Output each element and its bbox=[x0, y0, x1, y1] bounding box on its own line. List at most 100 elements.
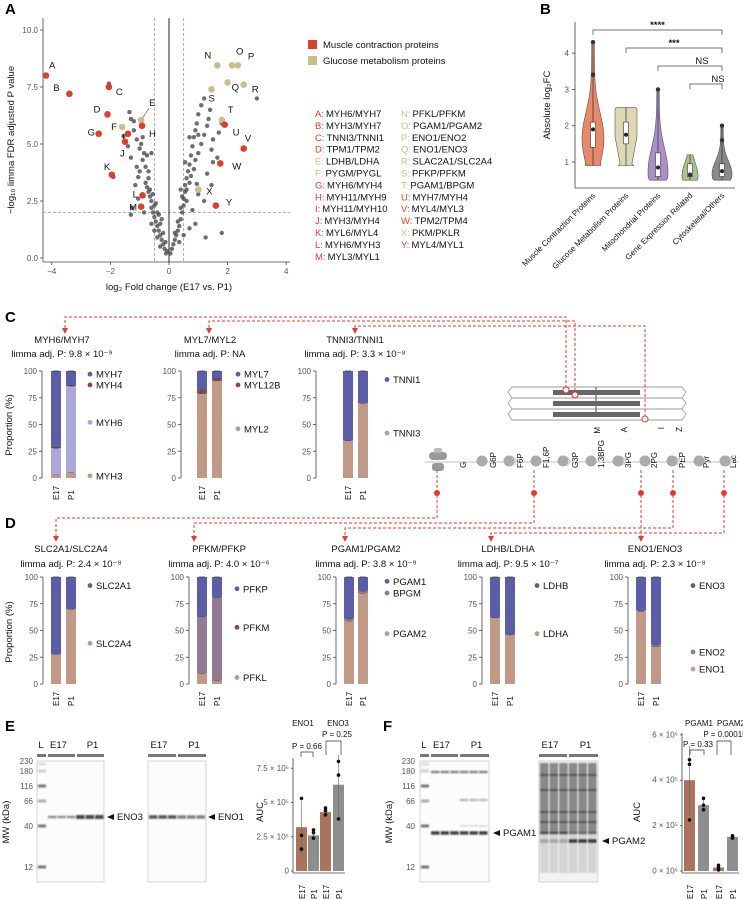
glycolysis-pathway: G G6P F6P F1,6P G3P 1,3BPG 3PG 2PG PEP Pyr Lac bbox=[425, 440, 738, 471]
mw-marker-label: 180 bbox=[20, 767, 34, 776]
auc-bar-eno3-e17 bbox=[320, 812, 331, 871]
lane-bar bbox=[48, 754, 75, 757]
protein-point bbox=[172, 230, 178, 236]
chart-title: SLC2A1/SLC2A4 bbox=[34, 544, 107, 555]
bar-segment-slc2a1 bbox=[51, 577, 61, 655]
gene-key-pair: MYL6/MYL4 bbox=[326, 228, 378, 239]
protein-band bbox=[479, 770, 488, 774]
lane-label-p1: P1 bbox=[471, 740, 483, 751]
arrowhead-icon bbox=[53, 536, 59, 542]
legend-dot bbox=[690, 649, 696, 655]
protein-point bbox=[254, 96, 260, 101]
y-tick-label: 100 bbox=[163, 367, 177, 376]
protein-band bbox=[48, 815, 57, 819]
point-label: J bbox=[120, 149, 125, 160]
sarcomere-band-label: A bbox=[620, 426, 629, 432]
y-tick-label: 3 bbox=[565, 85, 570, 94]
protein-point bbox=[134, 164, 139, 169]
group-label: PGAM2 bbox=[717, 719, 743, 728]
protein-point bbox=[179, 194, 185, 199]
point-label: M bbox=[129, 203, 137, 214]
protein-point bbox=[187, 162, 192, 167]
gene-key-entry: W: TPM2/TPM4 bbox=[401, 216, 468, 227]
protein-band bbox=[459, 799, 469, 801]
protein-band bbox=[479, 831, 488, 835]
protein-point bbox=[184, 176, 189, 181]
category-label: E17 bbox=[298, 884, 307, 899]
y-tick-label: 100 bbox=[171, 573, 185, 582]
protein-point bbox=[207, 107, 213, 113]
protein-point bbox=[149, 150, 154, 156]
replicate-point bbox=[299, 833, 304, 838]
protein-point bbox=[158, 221, 163, 226]
protein-point bbox=[155, 210, 160, 215]
protein-band bbox=[421, 769, 429, 773]
protein-point bbox=[171, 242, 176, 247]
y-tick-label: 0 bbox=[285, 867, 290, 876]
y-tick-label: 75 bbox=[28, 394, 37, 403]
protein-point bbox=[196, 132, 201, 138]
legend-dot bbox=[87, 419, 93, 425]
protein-band bbox=[578, 811, 587, 813]
replicate-point bbox=[323, 806, 328, 810]
significance-bracket bbox=[325, 740, 342, 755]
protein-band bbox=[568, 789, 578, 791]
metabolite-label: 2PG bbox=[650, 452, 659, 468]
legend-swatch bbox=[308, 56, 317, 65]
protein-band bbox=[549, 811, 559, 813]
total-protein-lane bbox=[559, 763, 568, 833]
gene-key-pair: MYH6/MYH3 bbox=[325, 240, 380, 251]
y-axis-label: −log₁₀ limma FDR adjusted P value bbox=[6, 66, 17, 214]
protein-band bbox=[549, 774, 559, 776]
panel-label-a: A bbox=[5, 1, 16, 18]
legend-label: SLC2A1 bbox=[96, 581, 131, 592]
gene-key-letter: S: bbox=[401, 169, 410, 180]
p-value-label: P = 0.33 bbox=[683, 740, 713, 749]
lane-label-ladder: L bbox=[38, 740, 43, 751]
point-label: R bbox=[252, 85, 259, 96]
category-label: P1 bbox=[359, 490, 368, 500]
highlighted-point-e bbox=[137, 116, 145, 124]
outlier-point bbox=[655, 87, 661, 92]
protein-point bbox=[128, 155, 134, 160]
total-protein-lane bbox=[578, 763, 587, 833]
bar-segment-pgam2 bbox=[358, 593, 368, 684]
protein-band bbox=[168, 815, 177, 819]
total-protein-lane bbox=[559, 833, 568, 873]
significance-label: NS bbox=[711, 74, 724, 85]
chart-title: PGAM1/PGAM2 bbox=[331, 544, 400, 555]
legend-label: MYL12B bbox=[244, 380, 280, 391]
y-axis-label: AUC bbox=[632, 802, 643, 822]
protein-point bbox=[172, 237, 178, 242]
category-label: P1 bbox=[67, 490, 76, 500]
blot-frame bbox=[419, 760, 490, 883]
lane-bar bbox=[420, 754, 429, 757]
y-tick-label: 75 bbox=[167, 394, 176, 403]
protein-band bbox=[431, 770, 440, 774]
mw-marker-label: 230 bbox=[20, 757, 34, 766]
replicate-point bbox=[311, 828, 316, 832]
protein-band bbox=[588, 831, 597, 835]
protein-point bbox=[130, 205, 135, 211]
point-label: W bbox=[232, 161, 241, 172]
volcano-plot: −4 −2 0 2 4 0.0 2.5 5.0 7.5 10.0 AB C D E F G H IJK LM N O P Q… bbox=[6, 18, 492, 293]
highlighted-point-y bbox=[212, 202, 220, 209]
lane-bar bbox=[148, 754, 176, 757]
blot-frame bbox=[36, 760, 105, 883]
point-label: U bbox=[233, 128, 240, 139]
bar-segment-eno2 bbox=[636, 610, 646, 612]
highlighted-point-w bbox=[216, 160, 224, 167]
protein-band bbox=[549, 789, 559, 791]
y-tick-label: 25 bbox=[614, 653, 623, 662]
gene-key-entry: T: PGAM1/BPGM bbox=[401, 180, 474, 191]
enzyme-icon bbox=[585, 455, 597, 467]
y-tick-label: 75 bbox=[614, 600, 623, 609]
y-axis-label: AUC bbox=[255, 802, 266, 822]
protein-band bbox=[421, 762, 429, 766]
glucose-transporter-icon bbox=[432, 463, 444, 471]
chart-title: ENO1/ENO3 bbox=[628, 544, 682, 555]
enzyme-icon bbox=[557, 455, 569, 467]
highlighted-point-g bbox=[95, 130, 102, 138]
